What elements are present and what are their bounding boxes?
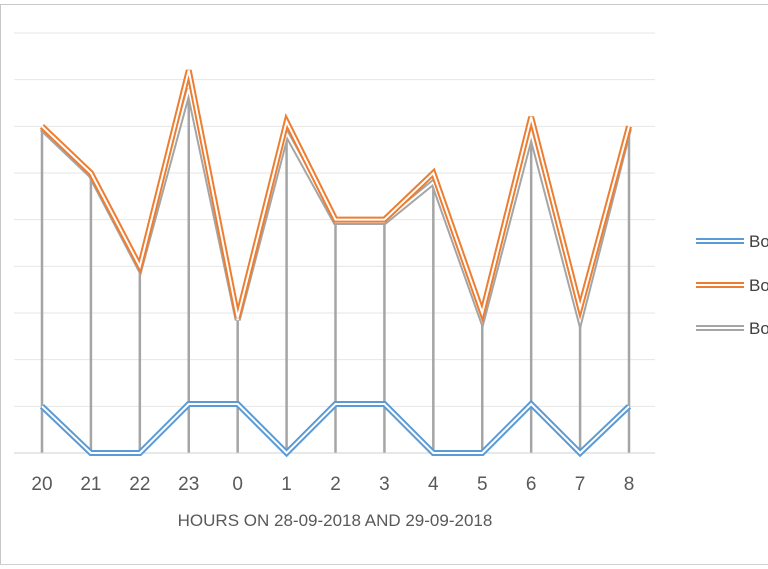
gridlines bbox=[14, 32, 655, 407]
series-line-inner bbox=[41, 402, 630, 455]
x-tick-label: 20 bbox=[31, 474, 52, 495]
x-tick-label: 6 bbox=[526, 474, 537, 495]
series-line-inner bbox=[41, 70, 630, 318]
bottom-border bbox=[0, 564, 768, 565]
x-tick-label: 0 bbox=[232, 474, 243, 495]
legend-label: Bo bbox=[749, 276, 768, 295]
x-tick-label: 7 bbox=[575, 474, 586, 495]
x-axis-title: HOURS ON 28-09-2018 AND 29-09-2018 bbox=[178, 511, 493, 530]
drop-lines bbox=[40, 89, 631, 453]
x-tick-label: 22 bbox=[129, 474, 150, 495]
top-border bbox=[0, 4, 768, 5]
x-tick-label: 5 bbox=[477, 474, 488, 495]
legend-label: Bo bbox=[749, 319, 768, 338]
x-tick-label: 1 bbox=[281, 474, 292, 495]
left-border bbox=[0, 4, 1, 565]
x-tick-label: 3 bbox=[379, 474, 390, 495]
x-tick-label: 8 bbox=[624, 474, 635, 495]
x-tick-label: 21 bbox=[80, 474, 101, 495]
legend: Bo Bo Bo bbox=[696, 232, 768, 338]
x-tick-label: 2 bbox=[330, 474, 341, 495]
series-lines bbox=[39, 69, 632, 458]
x-tick-label: 4 bbox=[428, 474, 439, 495]
x-tick-label: 23 bbox=[178, 474, 199, 495]
x-tick-labels: 20 21 22 23 0 1 2 3 4 5 6 7 8 bbox=[31, 474, 634, 495]
legend-label: Bo bbox=[749, 232, 768, 251]
